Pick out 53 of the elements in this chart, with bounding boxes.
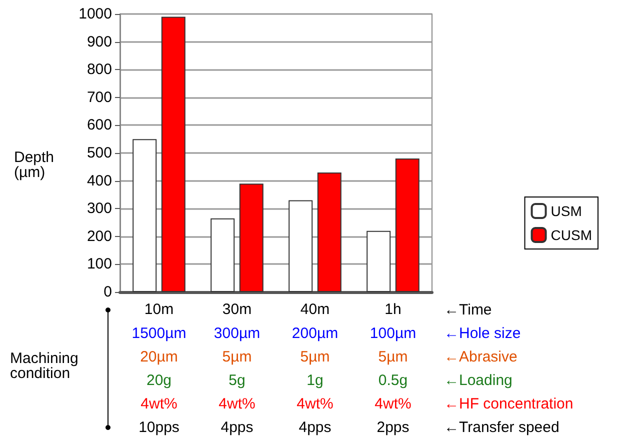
bar xyxy=(395,158,420,292)
text: 2pps xyxy=(376,419,410,436)
text: 5µm xyxy=(300,348,330,366)
x-tick-label: 10m xyxy=(144,301,174,318)
bar xyxy=(210,218,235,292)
text: ←Time xyxy=(444,302,492,318)
text: 5g xyxy=(228,372,246,389)
y-tick-label: 100 xyxy=(86,256,112,273)
text: 4wt% xyxy=(296,396,334,412)
y-tick-label: 900 xyxy=(86,33,112,50)
y-tick-label: 1000 xyxy=(78,6,112,22)
text: 20g xyxy=(146,372,172,389)
text: 5µm xyxy=(222,348,252,366)
text: Machining condition xyxy=(10,350,83,382)
y-tick-label: 0 xyxy=(104,284,112,300)
y-tick-label: 600 xyxy=(86,116,112,134)
text: 0.5g xyxy=(378,372,408,389)
text: 5µm xyxy=(378,348,408,366)
x-tick-label: 30m xyxy=(222,301,252,318)
bar xyxy=(132,139,157,292)
x-tick-label: 40m xyxy=(300,301,330,318)
y-axis-title: Depth (µm) xyxy=(14,149,58,181)
text: 20µm xyxy=(140,348,178,366)
bar xyxy=(239,184,264,292)
text: ←Abrasive xyxy=(444,348,518,366)
bar xyxy=(317,172,342,292)
bar xyxy=(161,16,186,292)
text: 1g xyxy=(306,372,324,389)
text: ←HF concentration xyxy=(444,396,574,412)
x-tick-label: 1h xyxy=(384,301,402,318)
y-tick-label: 400 xyxy=(86,172,112,190)
y-tick-label: 300 xyxy=(86,200,112,218)
text: 1500µm xyxy=(132,325,186,342)
bar xyxy=(366,230,391,292)
text: 4wt% xyxy=(140,396,178,412)
text: ←Transfer speed xyxy=(444,419,560,436)
text: 200µm xyxy=(292,325,338,342)
y-tick-label: 200 xyxy=(86,228,112,245)
y-tick-label: 700 xyxy=(86,88,112,106)
legend-label: CUSM xyxy=(550,227,592,243)
bar xyxy=(288,200,313,292)
text: 4wt% xyxy=(374,396,412,412)
text: 10pps xyxy=(138,419,180,436)
text: 300µm xyxy=(214,325,260,342)
text: 4pps xyxy=(220,419,254,436)
legend-label: USM xyxy=(550,203,582,219)
y-tick-label: 800 xyxy=(86,61,112,78)
text: 4wt% xyxy=(218,396,256,412)
text: ←Hole size xyxy=(444,325,521,342)
y-tick-label: 500 xyxy=(86,144,112,162)
text: 4pps xyxy=(298,419,332,436)
text: ←Loading xyxy=(444,372,512,389)
text: 100µm xyxy=(370,325,416,342)
